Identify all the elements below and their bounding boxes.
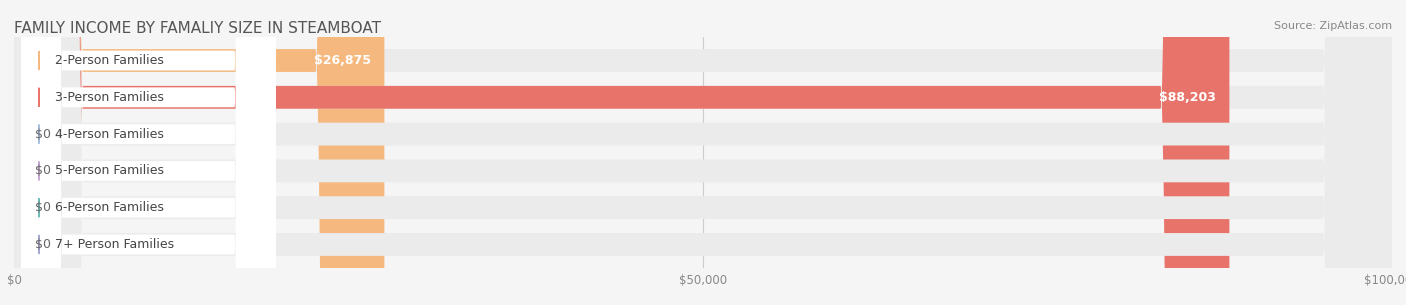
Text: 5-Person Families: 5-Person Families xyxy=(55,164,165,178)
FancyBboxPatch shape xyxy=(14,0,1392,305)
Text: $0: $0 xyxy=(35,164,51,178)
FancyBboxPatch shape xyxy=(21,0,276,305)
FancyBboxPatch shape xyxy=(14,0,1392,305)
Text: 3-Person Families: 3-Person Families xyxy=(55,91,165,104)
Text: Source: ZipAtlas.com: Source: ZipAtlas.com xyxy=(1274,21,1392,31)
FancyBboxPatch shape xyxy=(14,0,1392,305)
Text: 2-Person Families: 2-Person Families xyxy=(55,54,165,67)
Text: FAMILY INCOME BY FAMALIY SIZE IN STEAMBOAT: FAMILY INCOME BY FAMALIY SIZE IN STEAMBO… xyxy=(14,21,381,36)
Text: $0: $0 xyxy=(35,238,51,251)
FancyBboxPatch shape xyxy=(14,0,1392,305)
FancyBboxPatch shape xyxy=(21,0,276,305)
FancyBboxPatch shape xyxy=(14,0,1229,305)
Text: $0: $0 xyxy=(35,127,51,141)
Text: $0: $0 xyxy=(35,201,51,214)
Text: $26,875: $26,875 xyxy=(314,54,371,67)
FancyBboxPatch shape xyxy=(21,0,276,305)
FancyBboxPatch shape xyxy=(14,0,1392,305)
Text: $88,203: $88,203 xyxy=(1159,91,1216,104)
FancyBboxPatch shape xyxy=(14,0,1392,305)
FancyBboxPatch shape xyxy=(14,0,384,305)
FancyBboxPatch shape xyxy=(21,0,276,305)
FancyBboxPatch shape xyxy=(21,0,276,305)
Text: 4-Person Families: 4-Person Families xyxy=(55,127,165,141)
Text: 7+ Person Families: 7+ Person Families xyxy=(55,238,174,251)
Text: 6-Person Families: 6-Person Families xyxy=(55,201,165,214)
FancyBboxPatch shape xyxy=(21,0,276,305)
